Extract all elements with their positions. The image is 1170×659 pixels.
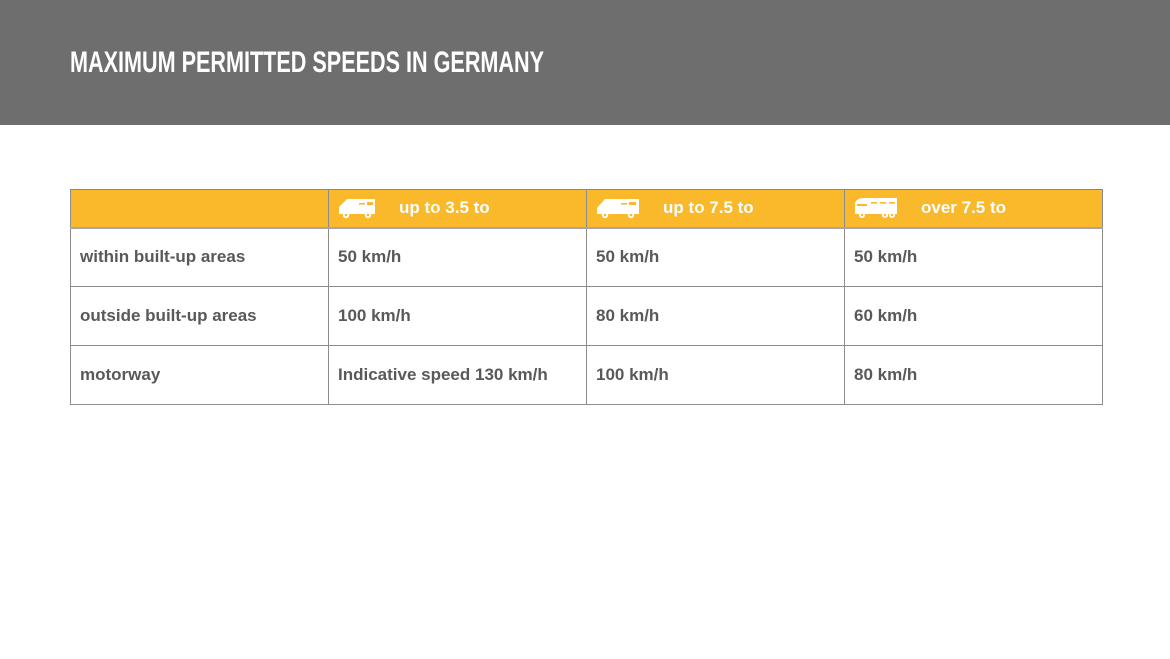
table-header-row: up to 3.5 to up to 7.5 to (70, 189, 1103, 229)
row-category: within built-up areas (70, 227, 329, 287)
speed-limits-table: up to 3.5 to up to 7.5 to (70, 189, 1103, 405)
speed-cell: 80 km/h (844, 345, 1103, 405)
row-category: motorway (70, 345, 329, 405)
header-label: up to 7.5 to (663, 198, 754, 218)
speed-cell: 50 km/h (586, 227, 845, 287)
speed-cell: 50 km/h (844, 227, 1103, 287)
motorhome-medium-icon (597, 199, 639, 219)
speed-cell: 80 km/h (586, 286, 845, 346)
title-banner: MAXIMUM PERMITTED SPEEDS IN GERMANY (0, 0, 1170, 125)
table-row: outside built-up areas 100 km/h 80 km/h … (70, 286, 1103, 346)
speed-cell: 50 km/h (328, 227, 587, 287)
header-up-to-7-5: up to 7.5 to (586, 189, 845, 229)
header-up-to-3-5: up to 3.5 to (328, 189, 587, 229)
header-empty-cell (70, 189, 329, 229)
header-label: over 7.5 to (921, 198, 1007, 218)
row-category: outside built-up areas (70, 286, 329, 346)
speed-cell: Indicative speed 130 km/h (328, 345, 587, 405)
speed-cell: 100 km/h (328, 286, 587, 346)
header-label: up to 3.5 to (399, 198, 490, 218)
motorhome-small-icon (339, 199, 375, 219)
page-title: MAXIMUM PERMITTED SPEEDS IN GERMANY (70, 46, 545, 79)
motorhome-large-icon (855, 198, 897, 219)
table-row: motorway Indicative speed 130 km/h 100 k… (70, 345, 1103, 405)
header-over-7-5: over 7.5 to (844, 189, 1103, 229)
speed-cell: 100 km/h (586, 345, 845, 405)
table-row: within built-up areas 50 km/h 50 km/h 50… (70, 227, 1103, 287)
speed-cell: 60 km/h (844, 286, 1103, 346)
